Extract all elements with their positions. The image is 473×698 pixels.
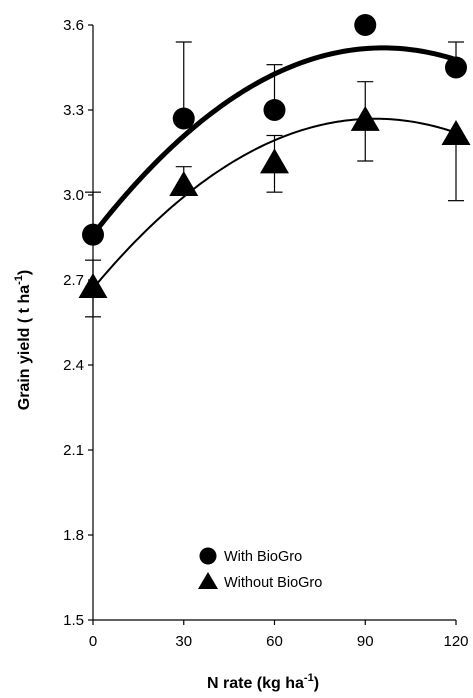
- x-tick-label: 60: [266, 633, 283, 650]
- legend-label-without-biogro: Without BioGro: [224, 575, 322, 591]
- x-tick-label: 90: [357, 633, 374, 650]
- y-tick-label: 3.6: [63, 17, 84, 34]
- legend: With BioGro Without BioGro: [198, 547, 322, 591]
- error-bars: [85, 41, 464, 318]
- point-with-biogro: [82, 223, 104, 246]
- y-tick-label: 2.4: [63, 357, 84, 374]
- data-markers: [78, 14, 471, 298]
- y-tick-label: 1.8: [63, 527, 84, 544]
- x-tick-label: 120: [443, 633, 468, 650]
- y-tick-label: 2.7: [63, 272, 84, 289]
- x-tick-label: 0: [89, 633, 97, 650]
- point-without-biogro: [350, 105, 380, 131]
- y-tick-label: 3.0: [63, 187, 84, 204]
- point-without-biogro: [78, 273, 108, 298]
- point-without-biogro: [441, 120, 471, 145]
- point-without-biogro: [169, 171, 199, 196]
- point-with-biogro: [354, 14, 377, 36]
- legend-marker-without-biogro: [198, 572, 218, 589]
- y-tick-label: 3.3: [63, 102, 84, 119]
- x-axis-title: N rate (kg ha-1): [207, 672, 319, 692]
- y-tick-label: 2.1: [63, 442, 84, 459]
- y-axis-title: Grain yield ( t ha-1): [13, 270, 33, 410]
- y-tick-label: 1.5: [63, 612, 84, 629]
- x-tick-label: 30: [175, 633, 192, 650]
- point-without-biogro: [260, 148, 289, 174]
- point-with-biogro: [263, 99, 286, 121]
- tick-labels: 1.5 1.8 2.1 2.4 2.7 3.0 3.3 3.6 0 30 60 90 120: [63, 17, 468, 650]
- legend-label-with-biogro: With BioGro: [224, 549, 302, 565]
- point-with-biogro: [172, 107, 195, 130]
- legend-marker-with-biogro: [199, 547, 217, 565]
- axes: [88, 24, 457, 625]
- point-with-biogro: [445, 56, 467, 79]
